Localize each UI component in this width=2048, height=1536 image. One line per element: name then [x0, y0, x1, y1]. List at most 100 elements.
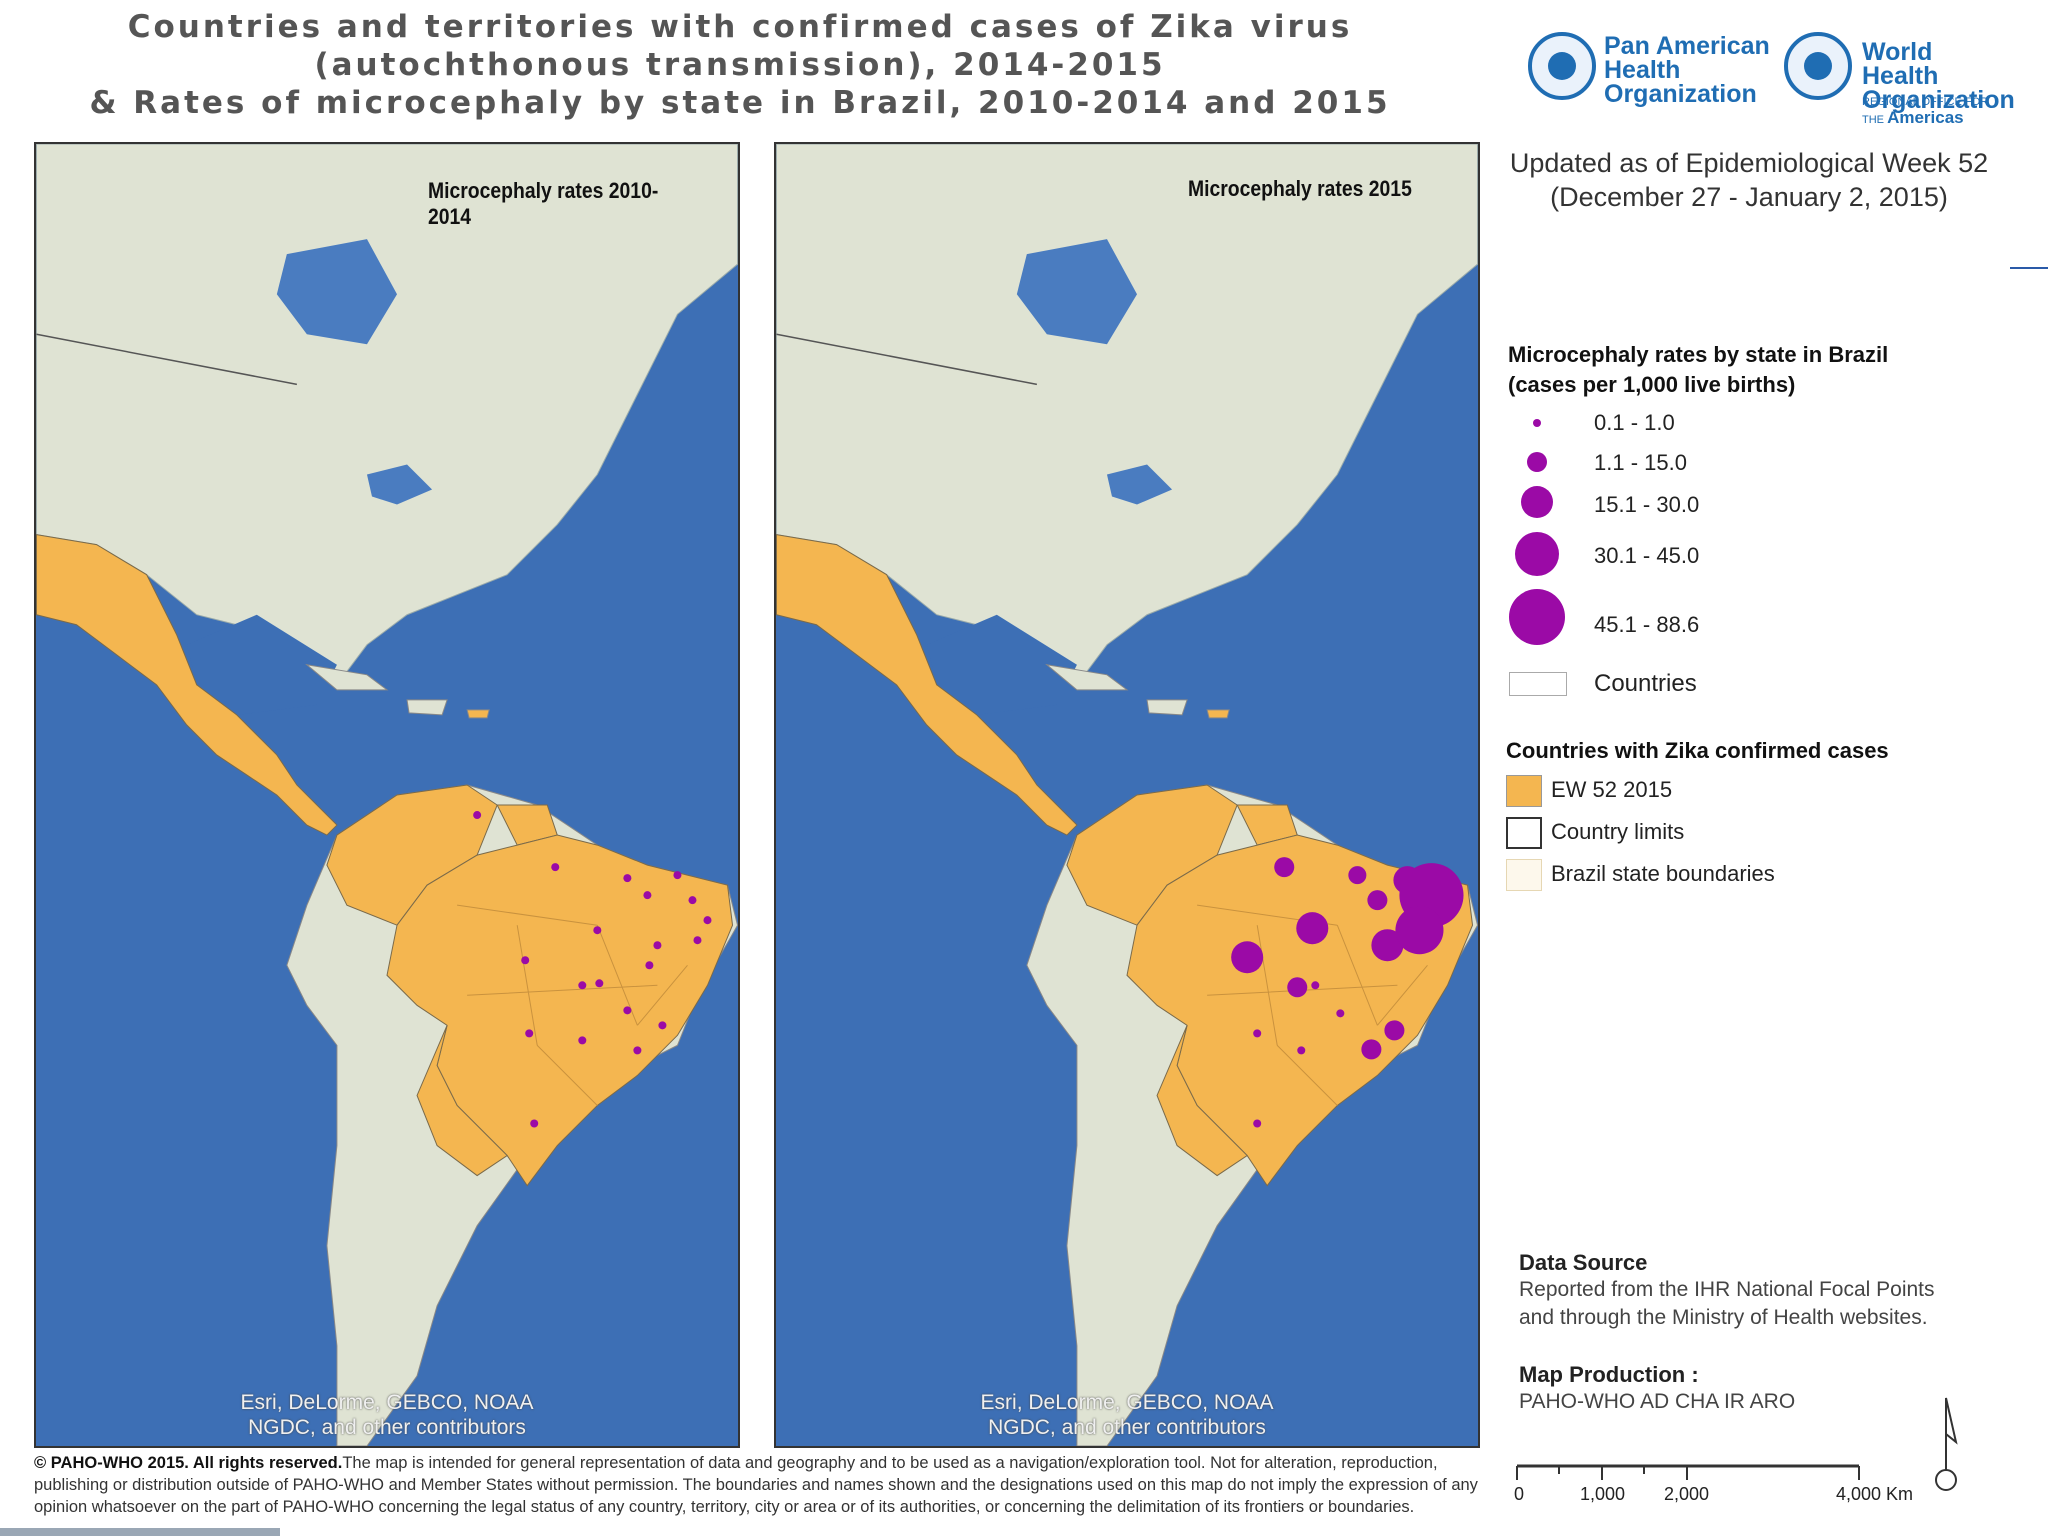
rates-legend-title-line-1: Microcephaly rates by state in Brazil: [1508, 342, 1889, 367]
canada-us-border: [36, 333, 298, 386]
title-line-3: & Rates of microcephaly by state in Braz…: [89, 85, 1391, 121]
attribution-line-2: NGDC, and other contributors: [248, 1416, 526, 1439]
rate-dot: [653, 941, 662, 950]
map-panel-2010-2014[interactable]: Microcephaly rates 2010-2014 Esri, DeLor…: [34, 142, 740, 1448]
swatch-country-limits: [1506, 817, 1542, 849]
map-panel-2015[interactable]: Microcephaly rates 2015 Esri, DeLorme, G…: [774, 142, 1480, 1448]
puerto-rico: [1206, 709, 1230, 719]
right-map-attribution: Esri, DeLorme, GEBCO, NOAA NGDC, and oth…: [776, 1390, 1478, 1440]
canada-us-border: [776, 333, 1038, 386]
map-production-text: PAHO-WHO AD CHA IR ARO: [1519, 1390, 1796, 1413]
rate-dot: [688, 896, 697, 905]
gulf-of-mexico: [926, 614, 1077, 715]
rate-dot: [633, 1046, 642, 1055]
copyright-text: The map is intended for general represen…: [34, 1454, 1478, 1516]
map-title: Countries and territories with confirmed…: [40, 8, 1440, 122]
paho-logo-text: Pan American Health Organization: [1604, 32, 1770, 108]
title-line-2: (autochthonous transmission), 2014-2015: [314, 47, 1166, 83]
paraguay-bolivia: [1156, 1025, 1248, 1177]
legend-dot-class-3: [1521, 486, 1553, 518]
gulf-of-mexico: [186, 614, 337, 715]
copyright-footer: © PAHO-WHO 2015. All rights reserved.The…: [34, 1452, 1484, 1518]
microcephaly-dots-2015: [1231, 857, 1464, 1128]
great-lakes: [366, 464, 433, 505]
hispaniola: [1146, 699, 1188, 716]
legend-class-5-label: 45.1 - 88.6: [1594, 612, 1700, 637]
rate-dot: [1297, 1046, 1306, 1055]
rate-dot: [643, 891, 652, 900]
attribution-line-2: NGDC, and other contributors: [988, 1416, 1266, 1439]
who-sub-small: REGIONAL OFFICE FOR THE: [1862, 96, 1989, 126]
rate-dot: [1296, 912, 1329, 945]
north-arrow-icon: [1926, 1394, 1966, 1494]
map-right-svg: [776, 144, 1478, 1446]
scale-label-1000: 1,000: [1580, 1484, 1626, 1504]
rate-dot: [673, 871, 682, 880]
rate-dot: [578, 1036, 587, 1045]
update-line-1: Updated as of Epidemiological Week 52: [1509, 148, 1989, 178]
legend-class-1-label: 0.1 - 1.0: [1594, 410, 1675, 435]
zika-item-ew52: EW 52 2015: [1551, 777, 1673, 802]
countries-label: Countries: [1594, 670, 1697, 697]
rate-dot: [1311, 981, 1320, 990]
title-line-1: Countries and territories with confirmed…: [127, 9, 1353, 45]
scale-label-2000: 2,000: [1664, 1484, 1710, 1504]
swatch-ew52: [1506, 775, 1542, 807]
rate-dot: [593, 926, 602, 935]
rate-dot: [1287, 977, 1308, 998]
rates-legend-title: Microcephaly rates by state in Brazil (c…: [1508, 340, 1888, 400]
edge-line: [2010, 267, 2048, 269]
map-production-heading: Map Production :: [1519, 1362, 1699, 1387]
mexico-central-america: [776, 534, 1078, 836]
right-map-label: Microcephaly rates 2015: [1188, 176, 1412, 201]
north-america-landmass: [36, 144, 738, 686]
rate-dot: [473, 811, 482, 820]
hudson-bay: [1016, 239, 1138, 345]
rate-dot: [1336, 1009, 1345, 1018]
hudson-bay: [276, 239, 398, 345]
legend-class-3-label: 15.1 - 30.0: [1594, 492, 1700, 517]
who-regional-subtitle: REGIONAL OFFICE FOR THE Americas: [1862, 96, 2010, 128]
cuba: [305, 664, 389, 691]
rate-dot: [1231, 941, 1264, 974]
rate-dot: [521, 956, 530, 965]
legend-class-4-label: 30.1 - 45.0: [1594, 543, 1700, 568]
map-left-svg: [36, 144, 738, 1446]
cuba: [1045, 664, 1129, 691]
microcephaly-dots-2010-2014: [473, 811, 712, 1128]
rates-legend-title-line-2: (cases per 1,000 live births): [1508, 372, 1796, 397]
rate-dot: [1371, 929, 1404, 962]
left-map-attribution: Esri, DeLorme, GEBCO, NOAA NGDC, and oth…: [36, 1390, 738, 1440]
zika-legend-title: Countries with Zika confirmed cases: [1506, 738, 1889, 763]
hispaniola: [406, 699, 448, 716]
rate-dot: [578, 981, 587, 990]
rate-dot: [525, 1029, 534, 1038]
rate-dot: [1361, 1039, 1382, 1060]
legend-dot-class-2: [1527, 452, 1547, 472]
rate-dot: [1253, 1119, 1262, 1128]
rate-dot: [551, 863, 560, 872]
legend-dot-class-4: [1515, 532, 1559, 576]
rate-dot-large: [1395, 906, 1444, 955]
paho-emblem-icon: [1528, 32, 1596, 100]
legend-class-2-label: 1.1 - 15.0: [1594, 450, 1687, 475]
rate-dot: [658, 1021, 667, 1030]
countries-swatch: [1509, 672, 1567, 696]
swatch-brazil-states: [1506, 859, 1542, 891]
zika-item-brazil-states: Brazil state boundaries: [1551, 861, 1775, 886]
data-source-text: Reported from the IHR National Focal Poi…: [1519, 1278, 1935, 1329]
corner-bar: [0, 1528, 280, 1536]
rate-dot: [703, 916, 712, 925]
legend-dot-class-1: [1533, 419, 1541, 427]
rate-dot: [1384, 1020, 1405, 1041]
rate-dot: [623, 1006, 632, 1015]
who-logo-text: World Health Organization: [1862, 38, 2015, 114]
mexico-central-america: [36, 534, 338, 836]
rate-dot: [645, 961, 654, 970]
rate-dot: [1348, 866, 1367, 885]
zika-item-country-limits: Country limits: [1551, 819, 1685, 844]
who-sub-big: Americas: [1887, 108, 1964, 127]
puerto-rico: [466, 709, 490, 719]
rate-dot: [1274, 857, 1295, 878]
rate-dot: [1367, 890, 1388, 911]
